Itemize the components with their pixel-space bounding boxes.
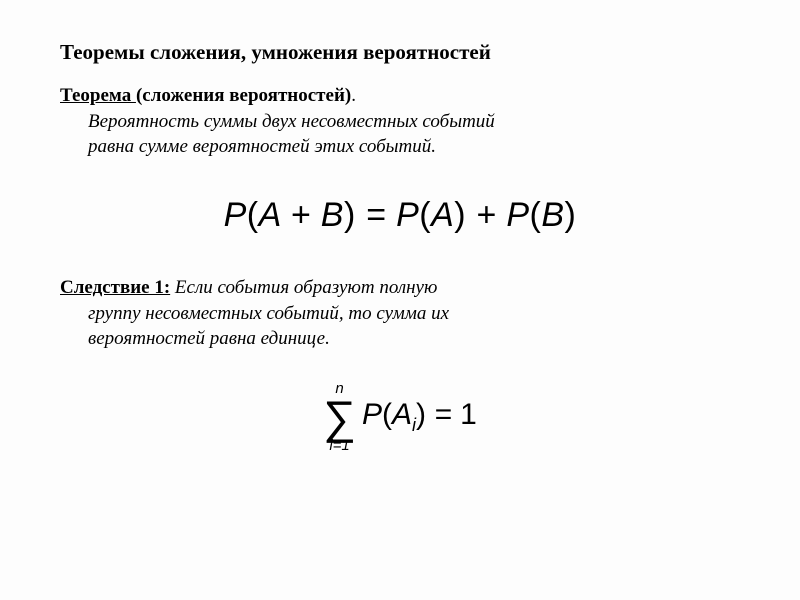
slide: Теоремы сложения, умножения вероятностей… [0, 0, 800, 600]
f1-rp3: ) [565, 196, 577, 234]
f1-P2: P [396, 196, 419, 234]
sum-formula: n ∑ i=1 P(Ai) = 1 [60, 380, 740, 453]
addition-formula: P(A + B) = P(A) + P(B) [60, 196, 740, 235]
corollary-label: Следствие 1: [60, 277, 170, 298]
f1-P3: P [506, 196, 529, 234]
sum-body: P(Ai) = 1 [362, 398, 477, 436]
f2-A: A [392, 398, 412, 431]
f2-lp: ( [382, 398, 392, 431]
corollary-body-1: Если события образуют полную [170, 277, 437, 298]
f1-plus: + [281, 196, 321, 234]
theorem-label: Теорема [60, 85, 136, 106]
f2-one: 1 [460, 398, 477, 431]
sigma-symbol: ∑ [323, 394, 356, 440]
sum-wrap: n ∑ i=1 P(Ai) = 1 [323, 381, 477, 453]
f1-B1: B [321, 196, 344, 234]
f1-lp1: ( [247, 196, 259, 234]
f1-lp2: ( [419, 196, 431, 234]
corollary-body-2: группу несовместных событий, то сумма их [60, 301, 449, 327]
f1-eq: = [356, 196, 396, 234]
f1-P1: P [224, 196, 247, 234]
theorem-statement: Теорема (сложения вероятностей). Вероятн… [60, 83, 740, 160]
f1-A2: A [431, 196, 454, 234]
theorem-body-2: равна сумме вероятностей этих событий. [60, 134, 436, 160]
sigma-lower: i=1 [329, 438, 349, 453]
f1-plus2: + [466, 196, 506, 234]
f2-rp: ) [416, 398, 426, 431]
theorem-body-1: Вероятность суммы двух несовместных собы… [60, 109, 495, 135]
f1-A1: A [259, 196, 281, 234]
slide-title: Теоремы сложения, умножения вероятностей [60, 40, 740, 65]
f1-B2: B [541, 196, 564, 234]
f1-rp1: ) [344, 196, 356, 234]
corollary-statement: Следствие 1: Если события образуют полну… [60, 275, 740, 352]
f1-lp3: ( [530, 196, 542, 234]
theorem-period: . [351, 85, 356, 106]
f2-P: P [362, 398, 382, 431]
f2-eq: = [426, 398, 460, 431]
corollary-body-3: вероятностей равна единице. [60, 326, 330, 352]
f1-rp2: ) [454, 196, 466, 234]
theorem-name: (сложения вероятностей) [136, 85, 351, 106]
sigma-column: n ∑ i=1 [323, 381, 356, 453]
